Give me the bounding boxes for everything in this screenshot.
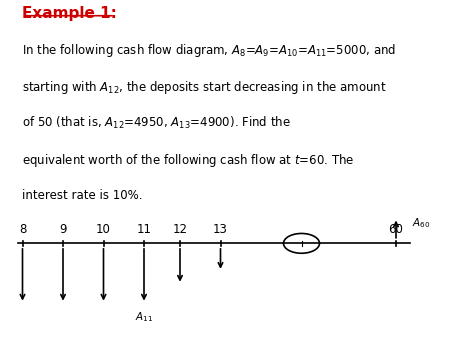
Text: 10: 10 xyxy=(96,223,111,237)
Text: In the following cash flow diagram, $A_8$=$A_9$=$A_{10}$=$A_{11}$=5000, and: In the following cash flow diagram, $A_8… xyxy=(22,42,397,59)
Text: Example 1:: Example 1: xyxy=(22,6,117,21)
Text: 13: 13 xyxy=(213,223,228,237)
Text: 12: 12 xyxy=(172,223,188,237)
Text: 60: 60 xyxy=(388,223,404,237)
Text: $A_{11}$: $A_{11}$ xyxy=(135,311,153,324)
Text: interest rate is 10%.: interest rate is 10%. xyxy=(22,189,143,201)
Text: $A_{60}$: $A_{60}$ xyxy=(412,216,430,230)
Text: of 50 (that is, $A_{12}$=4950, $A_{13}$=4900). Find the: of 50 (that is, $A_{12}$=4950, $A_{13}$=… xyxy=(22,115,291,131)
Text: equivalent worth of the following cash flow at $t$=60. The: equivalent worth of the following cash f… xyxy=(22,152,355,169)
Text: 11: 11 xyxy=(136,223,152,237)
Text: starting with $A_{12}$, the deposits start decreasing in the amount: starting with $A_{12}$, the deposits sta… xyxy=(22,79,387,96)
Text: 8: 8 xyxy=(19,223,26,237)
Text: 9: 9 xyxy=(59,223,67,237)
